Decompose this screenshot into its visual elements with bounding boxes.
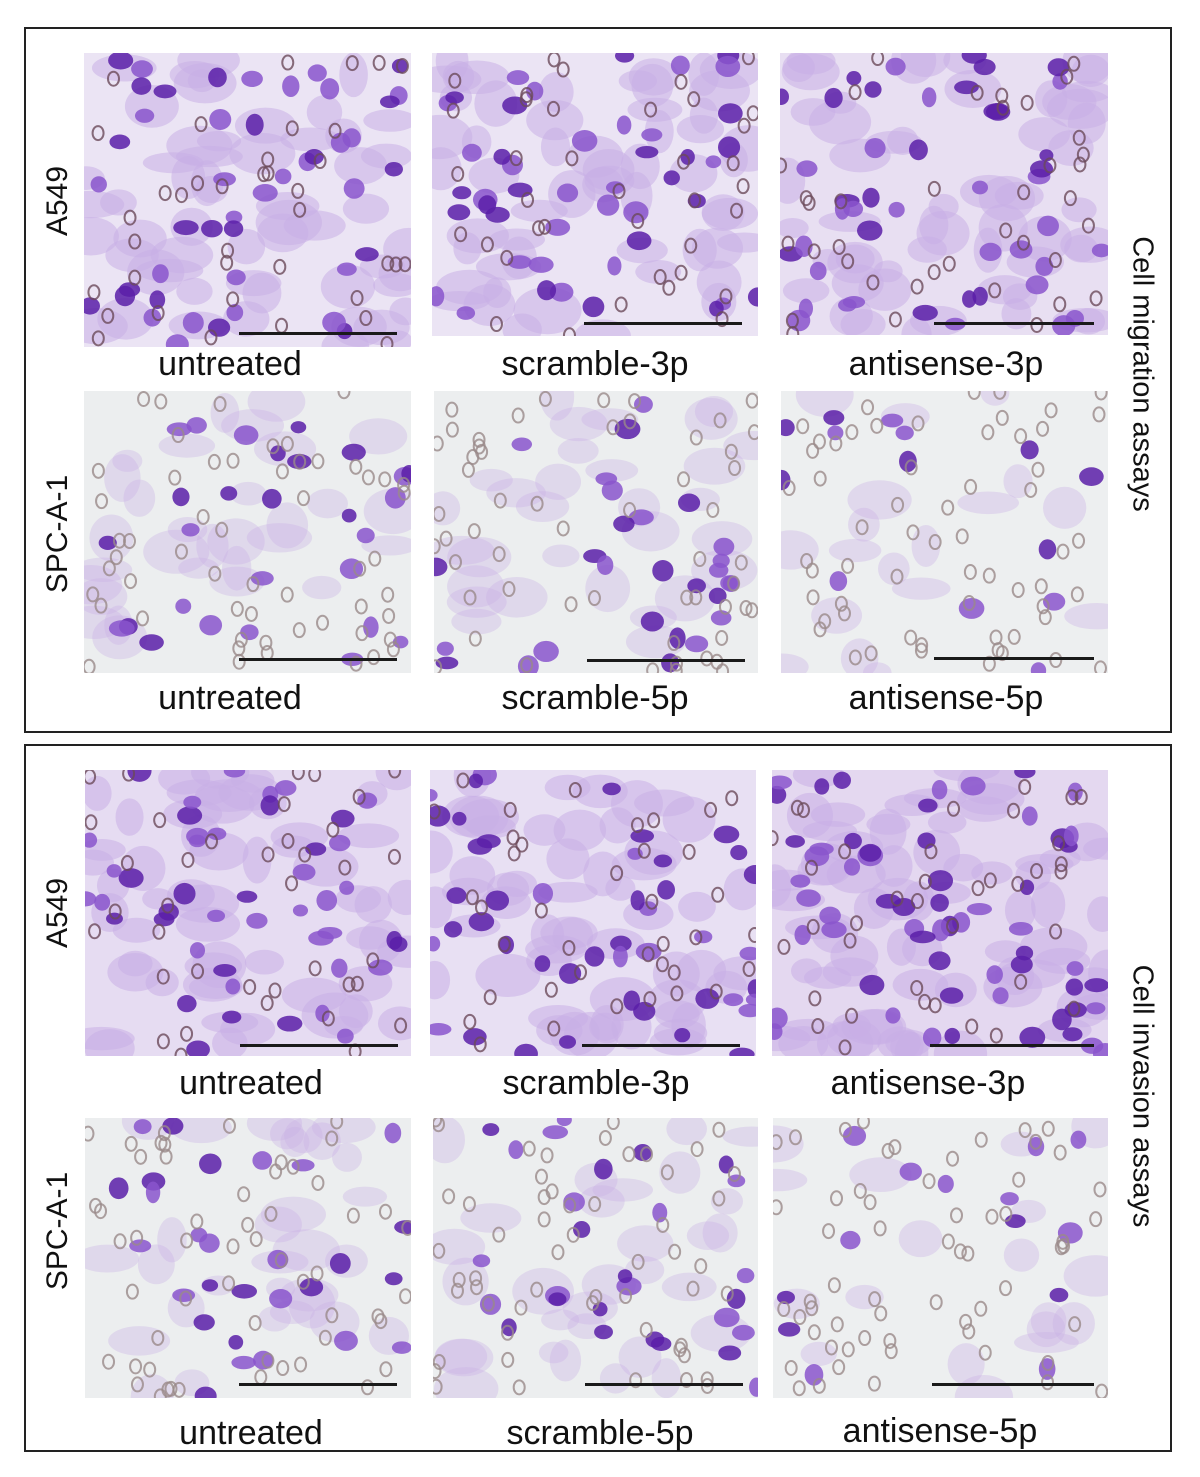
scale-bar bbox=[584, 322, 742, 325]
micrograph-migration-spc-scramble-5p bbox=[434, 391, 758, 673]
invasion-assays-label: Cell invasion assays bbox=[1126, 964, 1159, 1228]
scale-bar bbox=[582, 1044, 740, 1047]
scale-bar bbox=[239, 332, 397, 335]
migration-assays-label: Cell migration assays bbox=[1126, 236, 1159, 512]
row-label-a549-migration: A549 bbox=[41, 165, 74, 237]
micrograph-invasion-spc-scramble-5p bbox=[433, 1118, 758, 1398]
scale-bar bbox=[240, 1044, 398, 1047]
micrograph-invasion-a549-untreated bbox=[85, 770, 411, 1056]
caption-antisense-3p: antisense-3p bbox=[848, 345, 1044, 383]
caption-untreated: untreated bbox=[158, 345, 302, 383]
micrograph-migration-spc-untreated bbox=[84, 391, 411, 673]
scale-bar bbox=[932, 1383, 1094, 1386]
row-label-a549-invasion: A549 bbox=[41, 877, 74, 949]
micrograph-invasion-spc-untreated bbox=[85, 1118, 411, 1398]
scale-bar bbox=[585, 1383, 743, 1386]
scale-bar bbox=[934, 322, 1094, 325]
micrograph-invasion-a549-antisense-3p bbox=[772, 770, 1108, 1056]
row-label-spc-invasion: SPC-A-1 bbox=[41, 1171, 74, 1291]
caption-untreated: untreated bbox=[179, 1414, 323, 1452]
micrograph-migration-a549-scramble-3p bbox=[432, 53, 758, 336]
micrograph-migration-a549-untreated bbox=[84, 53, 411, 347]
micrograph-invasion-a549-scramble-3p bbox=[430, 770, 756, 1056]
scale-bar bbox=[239, 1383, 397, 1386]
scale-bar bbox=[239, 658, 397, 661]
row-label-spc-migration: SPC-A-1 bbox=[41, 474, 74, 594]
scale-bar bbox=[930, 1044, 1094, 1047]
caption-scramble-5p: scramble-5p bbox=[501, 679, 689, 717]
caption-antisense-5p: antisense-5p bbox=[848, 679, 1044, 717]
caption-untreated: untreated bbox=[179, 1064, 323, 1102]
caption-antisense-5p: antisense-5p bbox=[842, 1412, 1038, 1450]
caption-untreated: untreated bbox=[158, 679, 302, 717]
caption-antisense-3p: antisense-3p bbox=[830, 1064, 1026, 1102]
micrograph-migration-spc-antisense-5p bbox=[781, 391, 1108, 673]
invasion-panel: Cell invasion assays A549 SPC-A-1 untrea… bbox=[24, 744, 1172, 1452]
caption-scramble-3p: scramble-3p bbox=[501, 345, 689, 383]
migration-panel: Cell migration assays A549 SPC-A-1 untre… bbox=[24, 27, 1172, 733]
scale-bar bbox=[587, 659, 745, 662]
scale-bar bbox=[934, 657, 1094, 660]
micrograph-migration-a549-antisense-3p bbox=[780, 53, 1108, 335]
caption-scramble-5p: scramble-5p bbox=[506, 1414, 694, 1452]
micrograph-invasion-spc-antisense-5p bbox=[773, 1118, 1108, 1398]
caption-scramble-3p: scramble-3p bbox=[502, 1064, 690, 1102]
